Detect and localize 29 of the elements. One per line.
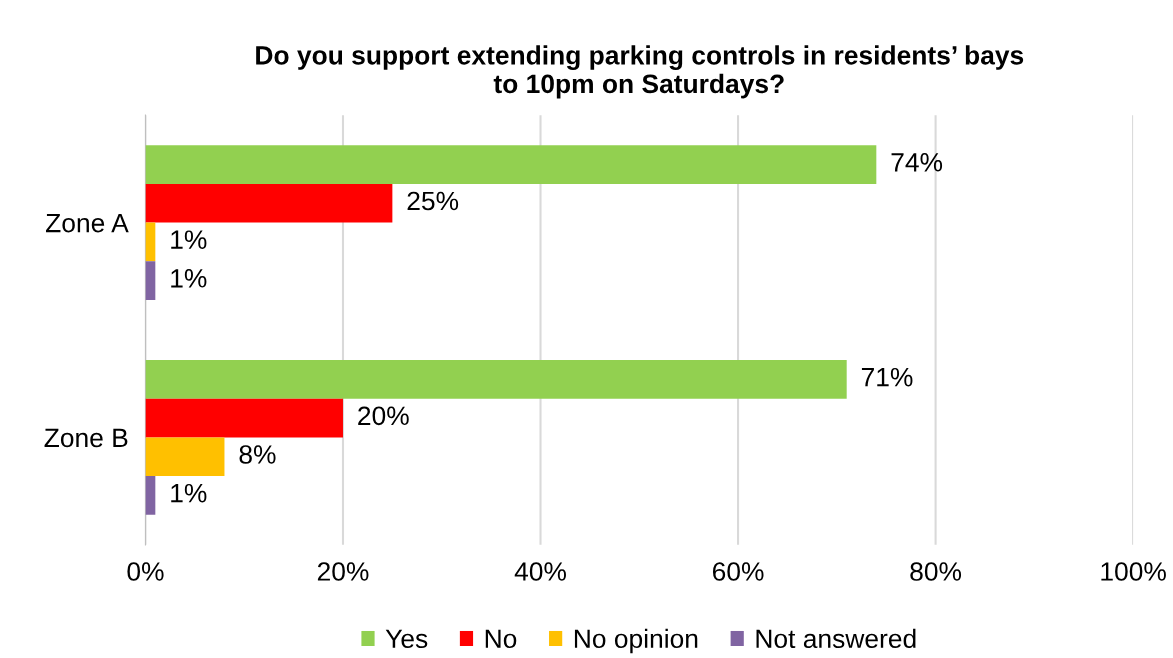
bar [145,222,156,262]
data-label: 1% [171,483,207,503]
data-label: 20% [358,406,409,426]
data-label: 8% [239,445,276,464]
bar [145,145,877,184]
data-label: 1% [171,230,207,249]
bar [145,360,847,399]
bar [145,398,343,438]
y-tick-label: Zone A [46,213,129,233]
data-label: 1% [171,269,207,288]
legend-label: No opinion [574,628,698,654]
bar [145,183,393,223]
y-tick-label: Zone B [44,428,128,448]
data-label: 25% [407,191,459,211]
x-tick-label: 100% [1101,562,1166,581]
bar [145,476,156,515]
legend-label: Not answered [756,628,916,649]
x-tick-label: 0% [127,562,164,581]
x-tick-label: 80% [910,562,962,581]
bar [145,261,156,300]
x-tick-label: 60% [712,562,764,581]
x-tick-label: 20% [317,562,369,581]
chart-title: Do you support extending parking controls in residents’ bays to 10pm on Saturdays? [256,45,1024,99]
bar [145,437,225,477]
x-tick-label: 40% [514,562,566,581]
data-label: 74% [891,153,943,172]
legend-label: Yes [385,629,428,649]
legend-label: No [485,629,517,649]
data-label: 71% [861,367,913,387]
